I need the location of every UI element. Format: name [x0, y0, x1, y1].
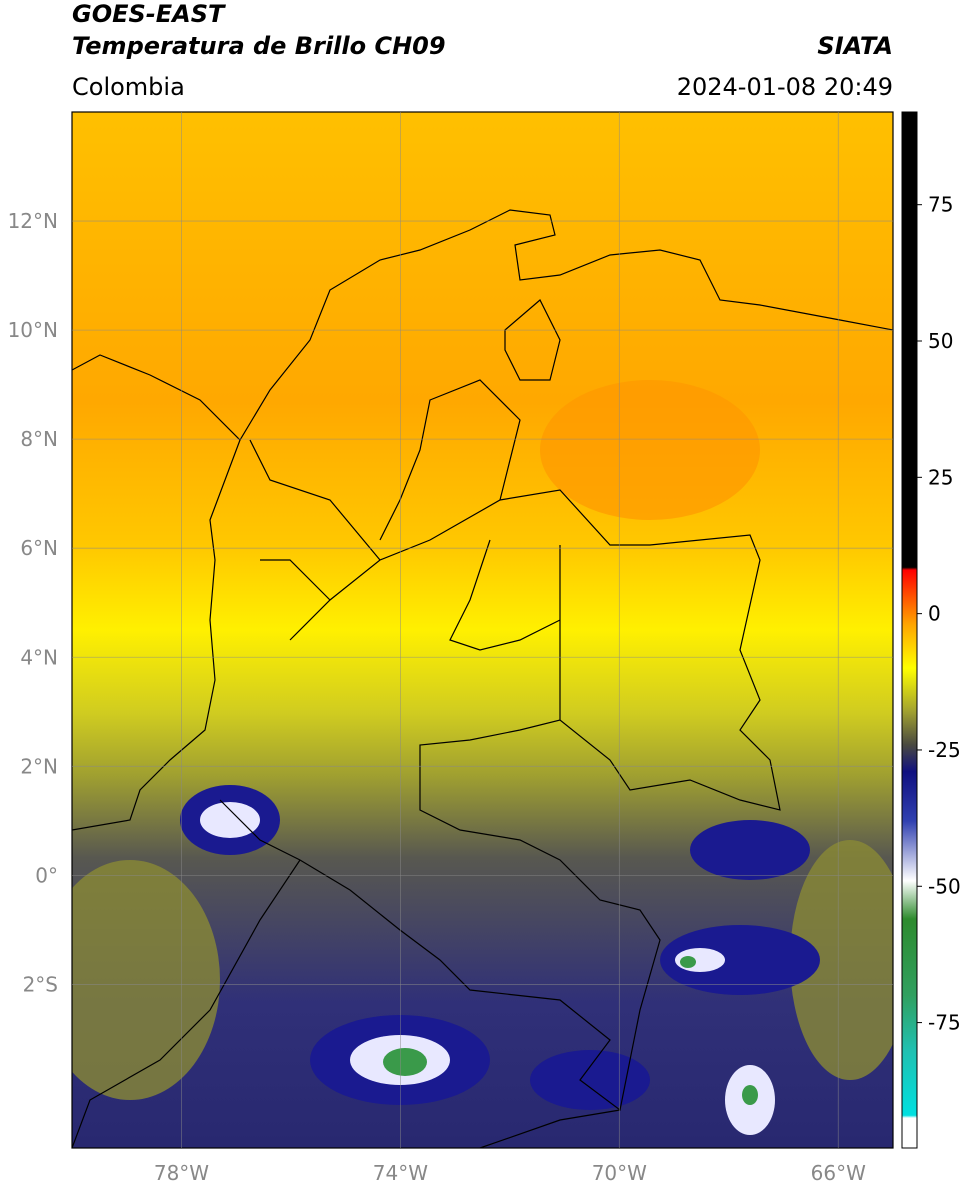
- datetime: 2024-01-08 20:49: [677, 73, 893, 101]
- colorbar-tick-label: 75: [928, 193, 953, 217]
- x-tick-label: 70°W: [592, 1161, 647, 1185]
- colorbar: [901, 111, 918, 1149]
- y-tick-label: 0°: [35, 863, 58, 887]
- y-tick-label: 6°N: [20, 536, 58, 560]
- colorbar-tick-label: -25: [928, 738, 961, 762]
- y-tick-label: 10°N: [8, 318, 58, 342]
- colorbar-tick-label: -75: [928, 1011, 961, 1035]
- product-title: Temperatura de Brillo CH09: [72, 32, 446, 60]
- source-title: SIATA: [817, 32, 893, 60]
- region: Colombia: [72, 73, 185, 101]
- satellite-image: [72, 112, 893, 1148]
- y-tick-label: 2°S: [23, 972, 58, 996]
- y-tick-label: 4°N: [20, 645, 58, 669]
- y-tick-label: 12°N: [8, 209, 58, 233]
- colorbar-tick-label: -50: [928, 874, 961, 898]
- y-tick-label: 8°N: [20, 427, 58, 451]
- y-tick-label: 2°N: [20, 754, 58, 778]
- x-tick-label: 66°W: [811, 1161, 866, 1185]
- colorbar-tick-label: 50: [928, 329, 953, 353]
- satellite-title: GOES-EAST: [72, 0, 226, 28]
- x-tick-label: 78°W: [154, 1161, 209, 1185]
- map-frame: [71, 111, 894, 1149]
- colorbar-tick-label: 0: [928, 602, 941, 626]
- colorbar-tick-label: 25: [928, 465, 953, 489]
- x-tick-label: 74°W: [373, 1161, 428, 1185]
